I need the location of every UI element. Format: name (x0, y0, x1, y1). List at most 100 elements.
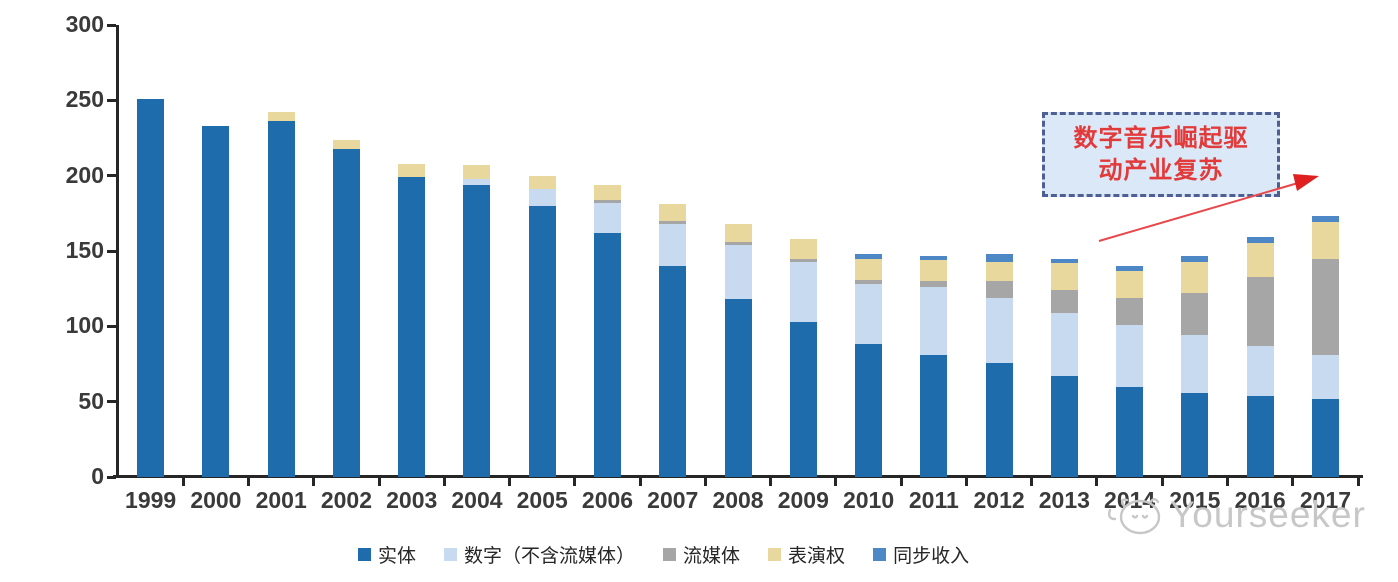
bar-segment (1311, 222, 1339, 259)
bar-segment (724, 241, 752, 245)
x-tick (1225, 478, 1229, 486)
x-axis-label-2008: 2008 (712, 487, 764, 513)
bar-segment (1246, 243, 1274, 277)
x-tick (508, 478, 512, 486)
x-tick (1030, 478, 1034, 486)
bar-segment (985, 261, 1013, 282)
bar-segment (463, 184, 491, 477)
bar-segment (724, 223, 752, 242)
stacked-bar-2007 (659, 204, 687, 477)
bar-group-2009 (771, 25, 836, 477)
bar-segment (1181, 335, 1209, 393)
legend-swatch-icon (358, 548, 371, 561)
stacked-bar-2012 (985, 254, 1013, 477)
bar-group-2011 (901, 25, 966, 477)
stacked-bar-2010 (855, 254, 883, 477)
watermark-text: Yourseeker (1170, 494, 1366, 535)
bar-segment (855, 344, 883, 477)
stacked-bar-2013 (1050, 258, 1078, 477)
bar-group-2007 (640, 25, 705, 477)
x-axis-labels: 1999 2000 2001 2002 2003 2004 2005 2006 2007 2008… (118, 487, 1358, 514)
stacked-bar-2011 (920, 255, 948, 477)
stacked-bar-2004 (463, 165, 491, 477)
bar-segment (1311, 398, 1339, 477)
x-axis-label-2017: 2017 (1299, 487, 1351, 513)
legend-label: 数字（不含流媒体） (464, 546, 636, 567)
legend-label: 流媒体 (683, 546, 741, 567)
y-axis-label-200: 200 (65, 161, 104, 188)
x-axis-label-2010: 2010 (842, 487, 895, 513)
bar-group-2006 (575, 25, 640, 477)
x-tick (769, 478, 773, 486)
stacked-bar-2015 (1181, 255, 1209, 477)
bar-segment (1311, 258, 1339, 355)
x-axis-label-2000: 2000 (190, 487, 242, 513)
y-tick-100 (107, 324, 116, 328)
bar-segment (1050, 376, 1078, 477)
bar-segment (1116, 386, 1144, 477)
bar-segment (920, 281, 948, 288)
legend-label: 实体 (378, 546, 417, 567)
bar-segment (659, 266, 687, 477)
bar-segment (920, 287, 948, 355)
annotation-text-line2: 动产业复苏 (1098, 157, 1224, 184)
bar-segment (855, 254, 883, 259)
x-axis-label-2012: 2012 (973, 487, 1025, 513)
bar-segment (659, 220, 687, 224)
x-tick (312, 478, 316, 486)
bar-segment (855, 279, 883, 285)
legend-swatch-icon (768, 548, 782, 561)
bar-segment (724, 299, 752, 477)
bar-segment (1116, 324, 1144, 387)
legend-label: 同步收入 (893, 546, 970, 567)
bar-segment (593, 199, 621, 203)
y-tick-200 (107, 174, 116, 178)
x-axis-label-2007: 2007 (647, 487, 699, 513)
stacked-bar-2005 (528, 175, 556, 477)
bar-segment (137, 98, 165, 477)
bar-segment (1050, 258, 1078, 264)
legend-item: 实体 (358, 541, 416, 568)
bar-segment (1246, 345, 1274, 396)
bar-segment (332, 148, 360, 477)
x-axis-label-2006: 2006 (581, 487, 634, 513)
bar-segment (789, 261, 817, 322)
bar-segment (528, 189, 556, 206)
x-tick (638, 478, 642, 486)
bar-group-2014 (1097, 25, 1162, 477)
bar-group-2000 (183, 25, 248, 477)
annotation-callout: 数字音乐崛起驱 动产业复苏 (1042, 112, 1280, 197)
bar-segment (463, 178, 491, 185)
stacked-bar-2016 (1246, 237, 1274, 477)
bar-segment (789, 258, 817, 262)
annotation-text-line1: 数字音乐崛起驱 (1073, 125, 1249, 152)
bar-segment (1246, 395, 1274, 477)
plot-area (118, 25, 1358, 477)
x-tick (899, 478, 903, 486)
stacked-bar-2001 (267, 112, 295, 477)
x-axis-label-2014: 2014 (1104, 487, 1156, 513)
x-tick (1291, 478, 1295, 486)
bar-segment (855, 258, 883, 280)
x-axis-label-2011: 2011 (908, 487, 959, 513)
legend-swatch-icon (444, 548, 458, 561)
stacked-bar-2014 (1116, 266, 1144, 477)
bar-segment (920, 255, 948, 261)
bar-segment (1181, 392, 1209, 477)
x-axis-label-2005: 2005 (516, 487, 568, 513)
bar-group-2001 (249, 25, 314, 477)
bar-segment (593, 202, 621, 233)
y-tick-0 (107, 475, 116, 479)
x-tick (703, 478, 707, 486)
bar-segment (1181, 293, 1209, 336)
bar-group-2015 (1162, 25, 1227, 477)
bar-segment (724, 244, 752, 300)
x-axis-label-2003: 2003 (386, 487, 438, 513)
bar-group-2017 (1293, 25, 1358, 477)
x-tick (181, 478, 185, 486)
y-axis-label-100: 100 (65, 312, 104, 339)
y-axis-label-150: 150 (65, 237, 104, 263)
legend-swatch-icon (663, 548, 677, 561)
bar-segment (789, 238, 817, 259)
